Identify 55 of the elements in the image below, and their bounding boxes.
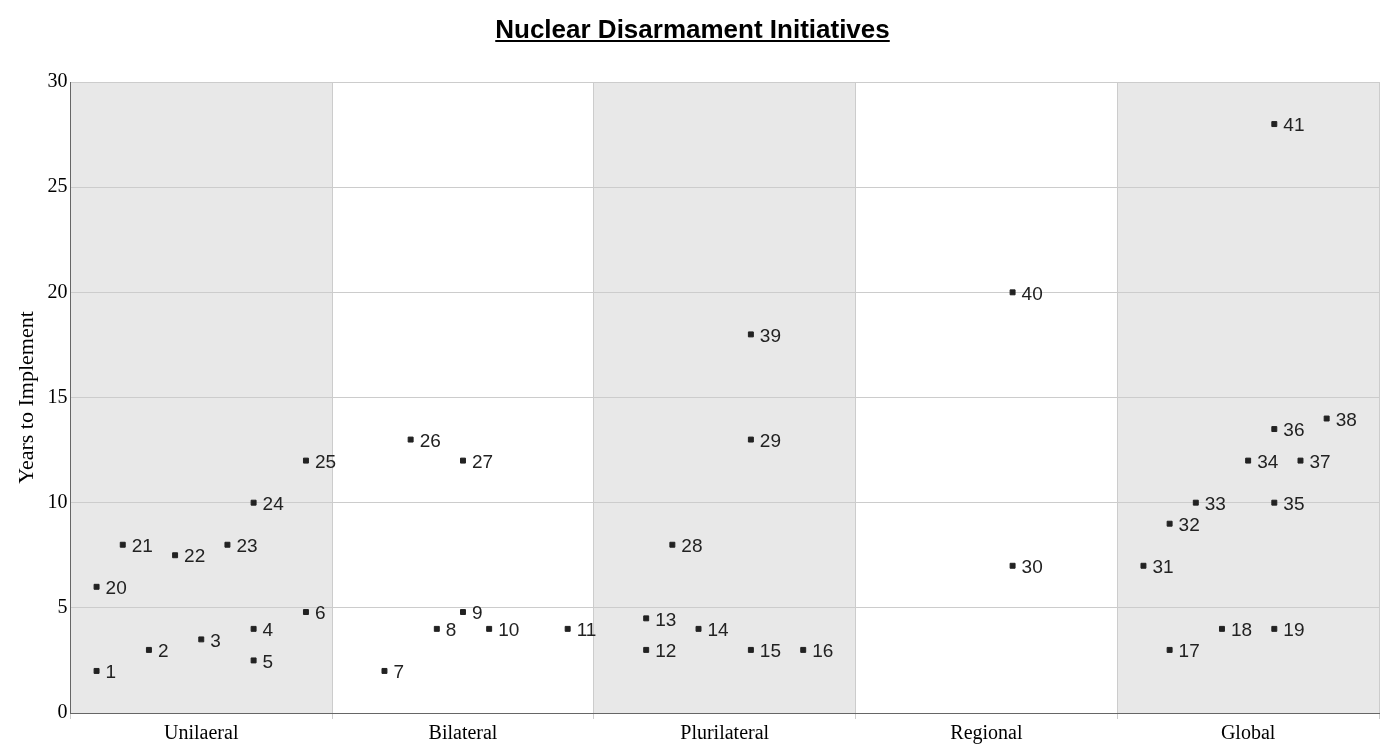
x-tick-label: Plurilateral bbox=[680, 721, 770, 744]
x-tick-label: Bilateral bbox=[428, 721, 498, 744]
annotation: 5 bbox=[262, 650, 274, 672]
annotation: 12 bbox=[655, 640, 677, 662]
x-tick-label: Regional bbox=[950, 721, 1023, 745]
annotation: 33 bbox=[1204, 492, 1226, 514]
chart-title: Nuclear Disarmament Initiatives bbox=[494, 14, 891, 45]
annotation: 3 bbox=[210, 629, 221, 651]
y-axis-title: Years to Implement bbox=[12, 311, 38, 484]
annotation: 29 bbox=[759, 429, 782, 451]
y-tick-label: 15 bbox=[47, 384, 68, 407]
annotation: 36 bbox=[1283, 419, 1305, 441]
annotation: 7 bbox=[393, 661, 405, 683]
y-tick-label: 20 bbox=[47, 279, 68, 302]
annotation: 9 bbox=[471, 602, 483, 624]
y-tick-label: 0 bbox=[57, 700, 68, 723]
annotation: 34 bbox=[1257, 450, 1279, 472]
annotation: 19 bbox=[1283, 619, 1305, 641]
annotation: 40 bbox=[1021, 282, 1043, 304]
annotation: 24 bbox=[262, 492, 285, 514]
annotation: 39 bbox=[759, 324, 782, 346]
annotation: 41 bbox=[1283, 114, 1305, 136]
annotation: 2 bbox=[157, 640, 169, 662]
y-tick-label: 5 bbox=[57, 595, 68, 618]
y-tick-label: 10 bbox=[47, 489, 68, 512]
annotation: 13 bbox=[655, 608, 677, 630]
annotation: 30 bbox=[1021, 556, 1043, 577]
annotation: 6 bbox=[314, 602, 326, 624]
annotation: 38 bbox=[1335, 408, 1357, 430]
annotation: 1 bbox=[105, 661, 117, 683]
annotation: 8 bbox=[445, 619, 457, 641]
annotation: 22 bbox=[184, 545, 206, 567]
annotation: 11 bbox=[576, 619, 597, 641]
annotation: 14 bbox=[707, 619, 730, 641]
annotation: 20 bbox=[105, 577, 127, 599]
annotation: 32 bbox=[1178, 513, 1200, 535]
annotation: 27 bbox=[471, 450, 494, 472]
y-tick-label: 30 bbox=[47, 69, 68, 92]
annotation: 17 bbox=[1178, 640, 1200, 662]
annotation: 21 bbox=[131, 534, 153, 556]
annotation: 4 bbox=[262, 619, 274, 641]
annotation: 10 bbox=[498, 619, 520, 641]
annotation: 26 bbox=[419, 429, 441, 451]
annotation: 15 bbox=[759, 640, 782, 662]
annotation: 25 bbox=[314, 450, 337, 472]
annotation: 31 bbox=[1152, 556, 1174, 577]
annotation: 35 bbox=[1283, 492, 1305, 514]
annotation: 23 bbox=[236, 534, 258, 556]
annotation: 18 bbox=[1230, 619, 1253, 641]
annotation: 37 bbox=[1309, 450, 1331, 472]
annotation: 16 bbox=[812, 640, 834, 662]
annotation: 28 bbox=[681, 534, 703, 556]
y-tick-label: 25 bbox=[47, 174, 68, 197]
x-tick-label: Unilaeral bbox=[164, 721, 239, 744]
x-tick-label: Global bbox=[1220, 721, 1276, 744]
